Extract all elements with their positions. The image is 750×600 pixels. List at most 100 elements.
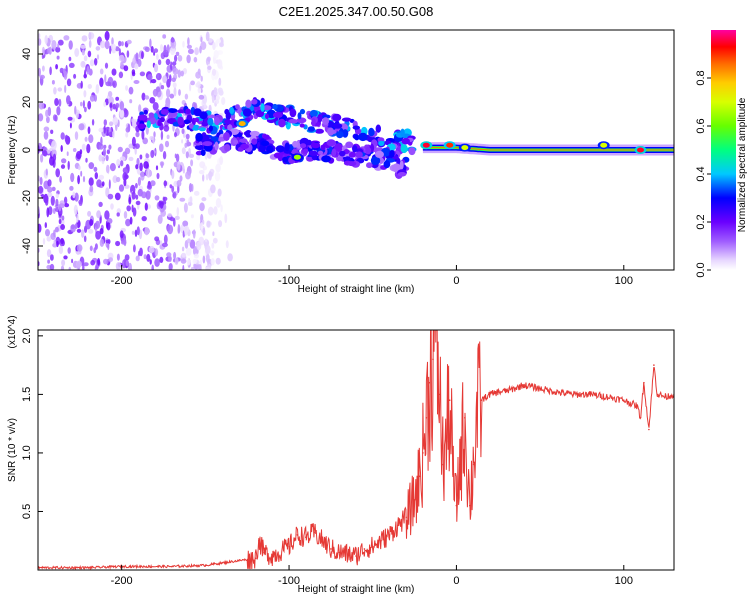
noise-speckle <box>163 234 168 245</box>
noise-speckle <box>95 230 101 240</box>
snr-point <box>371 545 374 548</box>
noise-speckle <box>185 247 192 256</box>
noise-speckle <box>171 77 176 83</box>
noise-speckle <box>43 126 50 132</box>
track-blob <box>341 117 352 122</box>
noise-speckle <box>227 253 233 262</box>
x-tick-label: -100 <box>278 575 300 587</box>
hotspot <box>293 154 301 160</box>
noise-speckle <box>196 241 202 251</box>
noise-speckle <box>102 147 107 157</box>
noise-speckle <box>53 87 57 95</box>
track-blob <box>143 109 148 115</box>
noise-speckle <box>63 255 68 260</box>
track-blob <box>249 130 260 137</box>
noise-speckle <box>106 149 110 155</box>
noise-speckle <box>150 150 155 158</box>
noise-speckle <box>93 166 98 172</box>
noise-speckle <box>44 222 47 229</box>
noise-speckle <box>116 159 121 167</box>
noise-speckle <box>182 41 185 48</box>
noise-speckle <box>38 185 44 194</box>
noise-speckle <box>55 193 60 199</box>
noise-speckle <box>83 262 89 267</box>
noise-speckle <box>171 170 175 180</box>
track-blob <box>193 108 202 117</box>
noise-speckle <box>58 205 62 212</box>
noise-speckle <box>59 175 62 183</box>
noise-speckle <box>135 194 139 200</box>
track-blob <box>225 111 231 121</box>
noise-speckle <box>182 264 185 270</box>
snr-point <box>422 452 424 454</box>
snr-series-line <box>38 330 674 570</box>
noise-speckle <box>145 190 151 200</box>
noise-speckle <box>72 148 77 152</box>
track-blob <box>198 127 206 132</box>
track-blob <box>207 117 214 126</box>
noise-speckle <box>187 201 193 206</box>
x-tick-label: 0 <box>453 275 459 287</box>
noise-speckle <box>184 93 189 100</box>
noise-speckle <box>172 191 177 199</box>
track-blob <box>273 152 283 159</box>
snr-point <box>338 551 341 554</box>
noise-speckle <box>101 181 105 187</box>
noise-speckle <box>93 94 97 102</box>
noise-speckle <box>98 154 103 162</box>
snr-point <box>648 428 650 431</box>
noise-speckle <box>97 258 101 266</box>
noise-speckle <box>168 255 172 262</box>
noise-speckle <box>47 192 53 198</box>
noise-speckle <box>71 258 74 264</box>
noise-speckle <box>149 97 156 104</box>
noise-speckle <box>198 170 205 175</box>
noise-speckle <box>171 185 175 193</box>
noise-speckle <box>166 134 170 140</box>
spectrogram-ylabel: Frequency (Hz) <box>7 116 18 185</box>
noise-speckle <box>195 82 201 88</box>
x-tick-label: -200 <box>111 575 133 587</box>
track-blob <box>311 118 316 127</box>
track-blob <box>365 147 372 155</box>
snr-frame <box>37 329 675 571</box>
noise-speckle <box>162 75 168 84</box>
snr-point <box>643 381 645 384</box>
noise-speckle <box>153 48 159 53</box>
noise-speckle <box>188 183 193 193</box>
track-blob <box>137 114 148 121</box>
noise-speckle <box>81 49 85 56</box>
noise-speckle <box>47 179 52 187</box>
noise-speckle <box>135 200 141 206</box>
figure-title: C2E1.2025.347.00.50.G08 <box>279 4 434 19</box>
noise-speckle <box>117 146 123 153</box>
noise-speckle <box>164 140 170 148</box>
noise-speckle <box>160 130 164 141</box>
noise-speckle <box>156 73 160 79</box>
noise-speckle <box>172 67 179 75</box>
noise-speckle <box>60 237 64 245</box>
noise-speckle <box>141 51 144 60</box>
noise-speckle <box>179 197 186 202</box>
noise-speckle <box>215 163 221 173</box>
noise-speckle <box>54 114 58 122</box>
noise-speckle <box>207 56 211 62</box>
noise-speckle <box>189 82 192 92</box>
noise-speckle <box>166 88 171 98</box>
noise-speckle <box>132 57 136 64</box>
noise-speckle <box>120 160 124 167</box>
noise-speckle <box>57 43 60 49</box>
noise-speckle <box>38 67 41 77</box>
noise-speckle <box>128 86 134 95</box>
noise-speckle <box>156 53 159 61</box>
colorbar-tick-label: 0.0 <box>695 262 707 277</box>
track-blob <box>289 108 297 118</box>
noise-speckle <box>87 100 92 110</box>
snr-point <box>472 463 475 466</box>
spectrogram-marks <box>38 30 674 270</box>
noise-speckle <box>185 151 189 159</box>
snr-point <box>623 399 625 402</box>
track-blob <box>342 129 349 138</box>
noise-speckle <box>103 144 107 149</box>
noise-speckle <box>141 191 147 199</box>
